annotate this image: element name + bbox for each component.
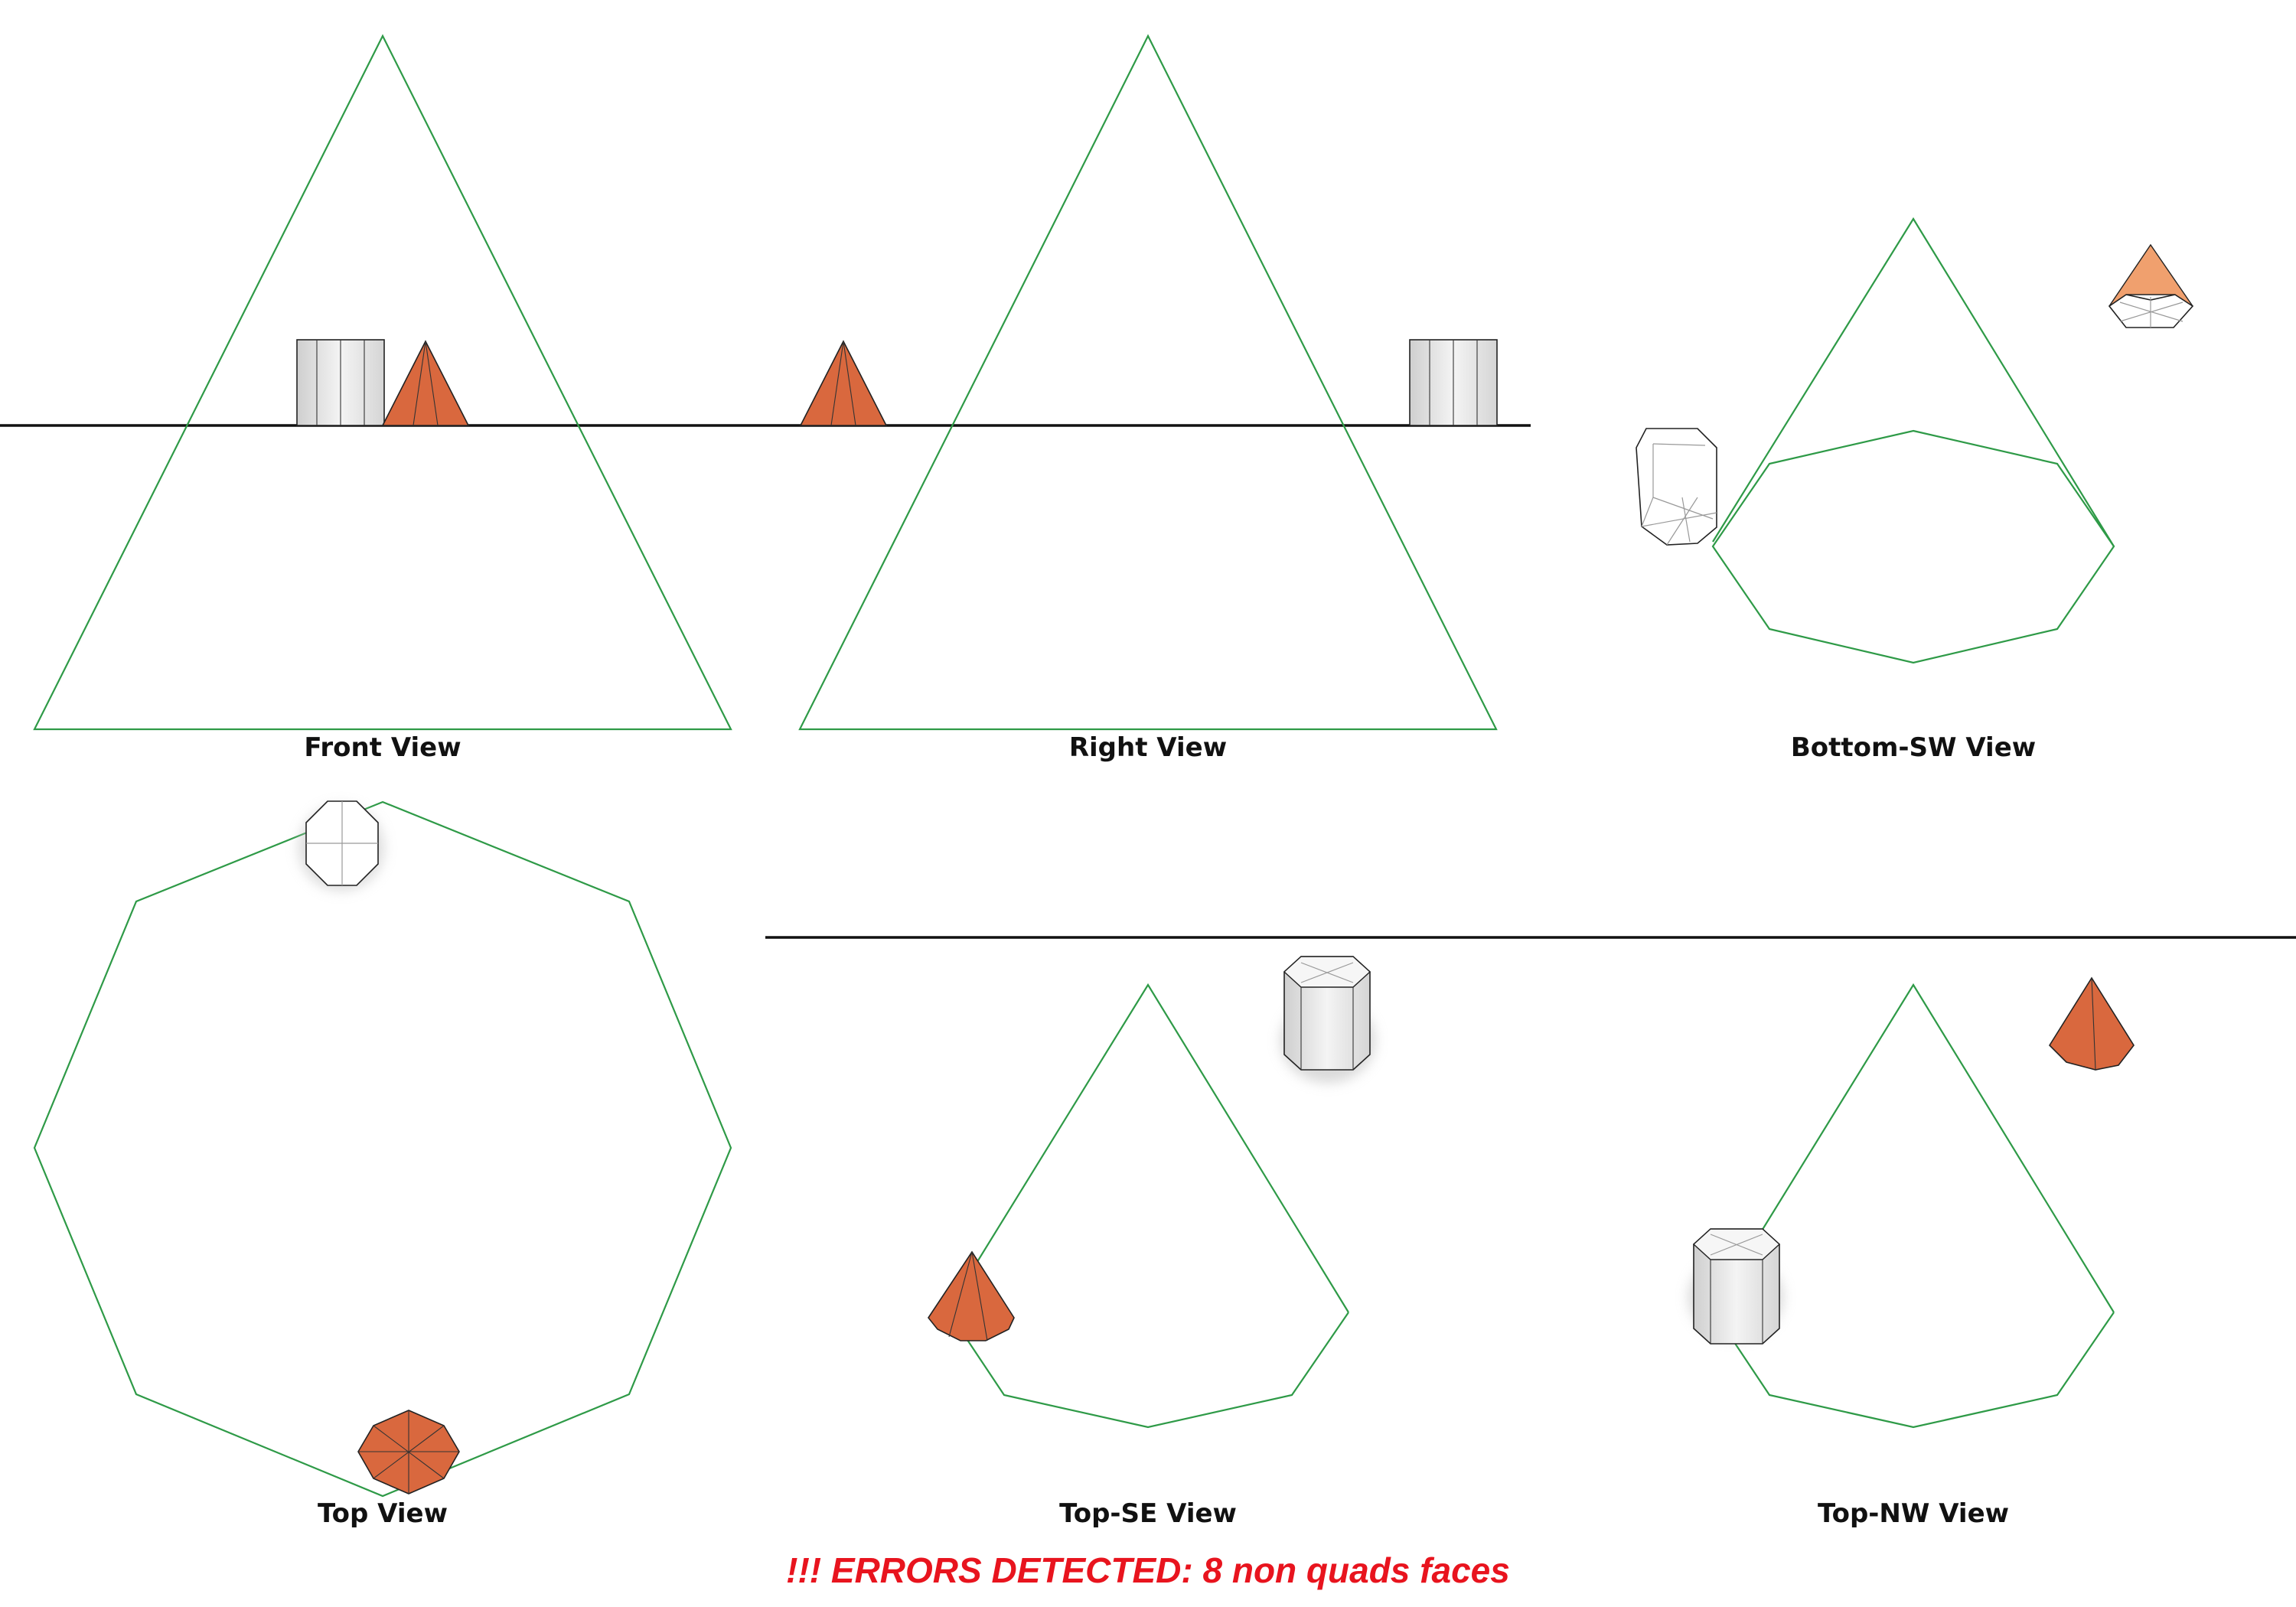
cone-icon — [381, 340, 470, 426]
top-view: Top View — [33, 800, 732, 1529]
camera-frustum-apex — [1712, 983, 2115, 1313]
view-label-top-se: Top-SE View — [1059, 1498, 1237, 1529]
front-view: Front View — [0, 34, 765, 763]
cone-icon — [2048, 976, 2135, 1071]
view-label-bottom-sw: Bottom-SW View — [1791, 732, 2036, 763]
view-label-top-nw: Top-NW View — [1818, 1498, 2009, 1529]
camera-frustum-apex — [1712, 217, 2115, 547]
view-label-right: Right View — [1069, 732, 1227, 763]
cylinder-icon — [298, 800, 384, 891]
top-se-view: Top-SE View — [928, 956, 1375, 1529]
cylinder-icon — [296, 339, 385, 426]
top-nw-view: Top-NW View — [1688, 976, 2135, 1529]
camera-frustum-base — [947, 1309, 1349, 1429]
camera-frustum — [33, 800, 732, 1498]
camera-frustum — [33, 34, 732, 731]
cylinder-icon — [1636, 428, 1717, 546]
cylinder-icon — [1409, 339, 1498, 426]
right-view: Right View — [765, 34, 1531, 763]
error-message: !!! ERRORS DETECTED: 8 non quads faces — [786, 1550, 1510, 1590]
camera-frustum-base — [1712, 1309, 2115, 1429]
camera-frustum-apex — [947, 983, 1349, 1313]
camera-frustum-base — [1711, 429, 2115, 664]
cone-icon — [928, 1250, 1015, 1341]
bottom-sw-view: Bottom-SW View — [1636, 217, 2194, 763]
cone-icon — [357, 1410, 460, 1495]
camera-frustum — [798, 34, 1498, 731]
cylinder-icon — [1280, 956, 1375, 1083]
cone-icon — [799, 340, 888, 426]
view-label-top: Top View — [318, 1498, 448, 1529]
view-label-front: Front View — [304, 732, 461, 763]
cone-icon — [2108, 243, 2194, 328]
cylinder-icon — [1688, 1228, 1783, 1345]
